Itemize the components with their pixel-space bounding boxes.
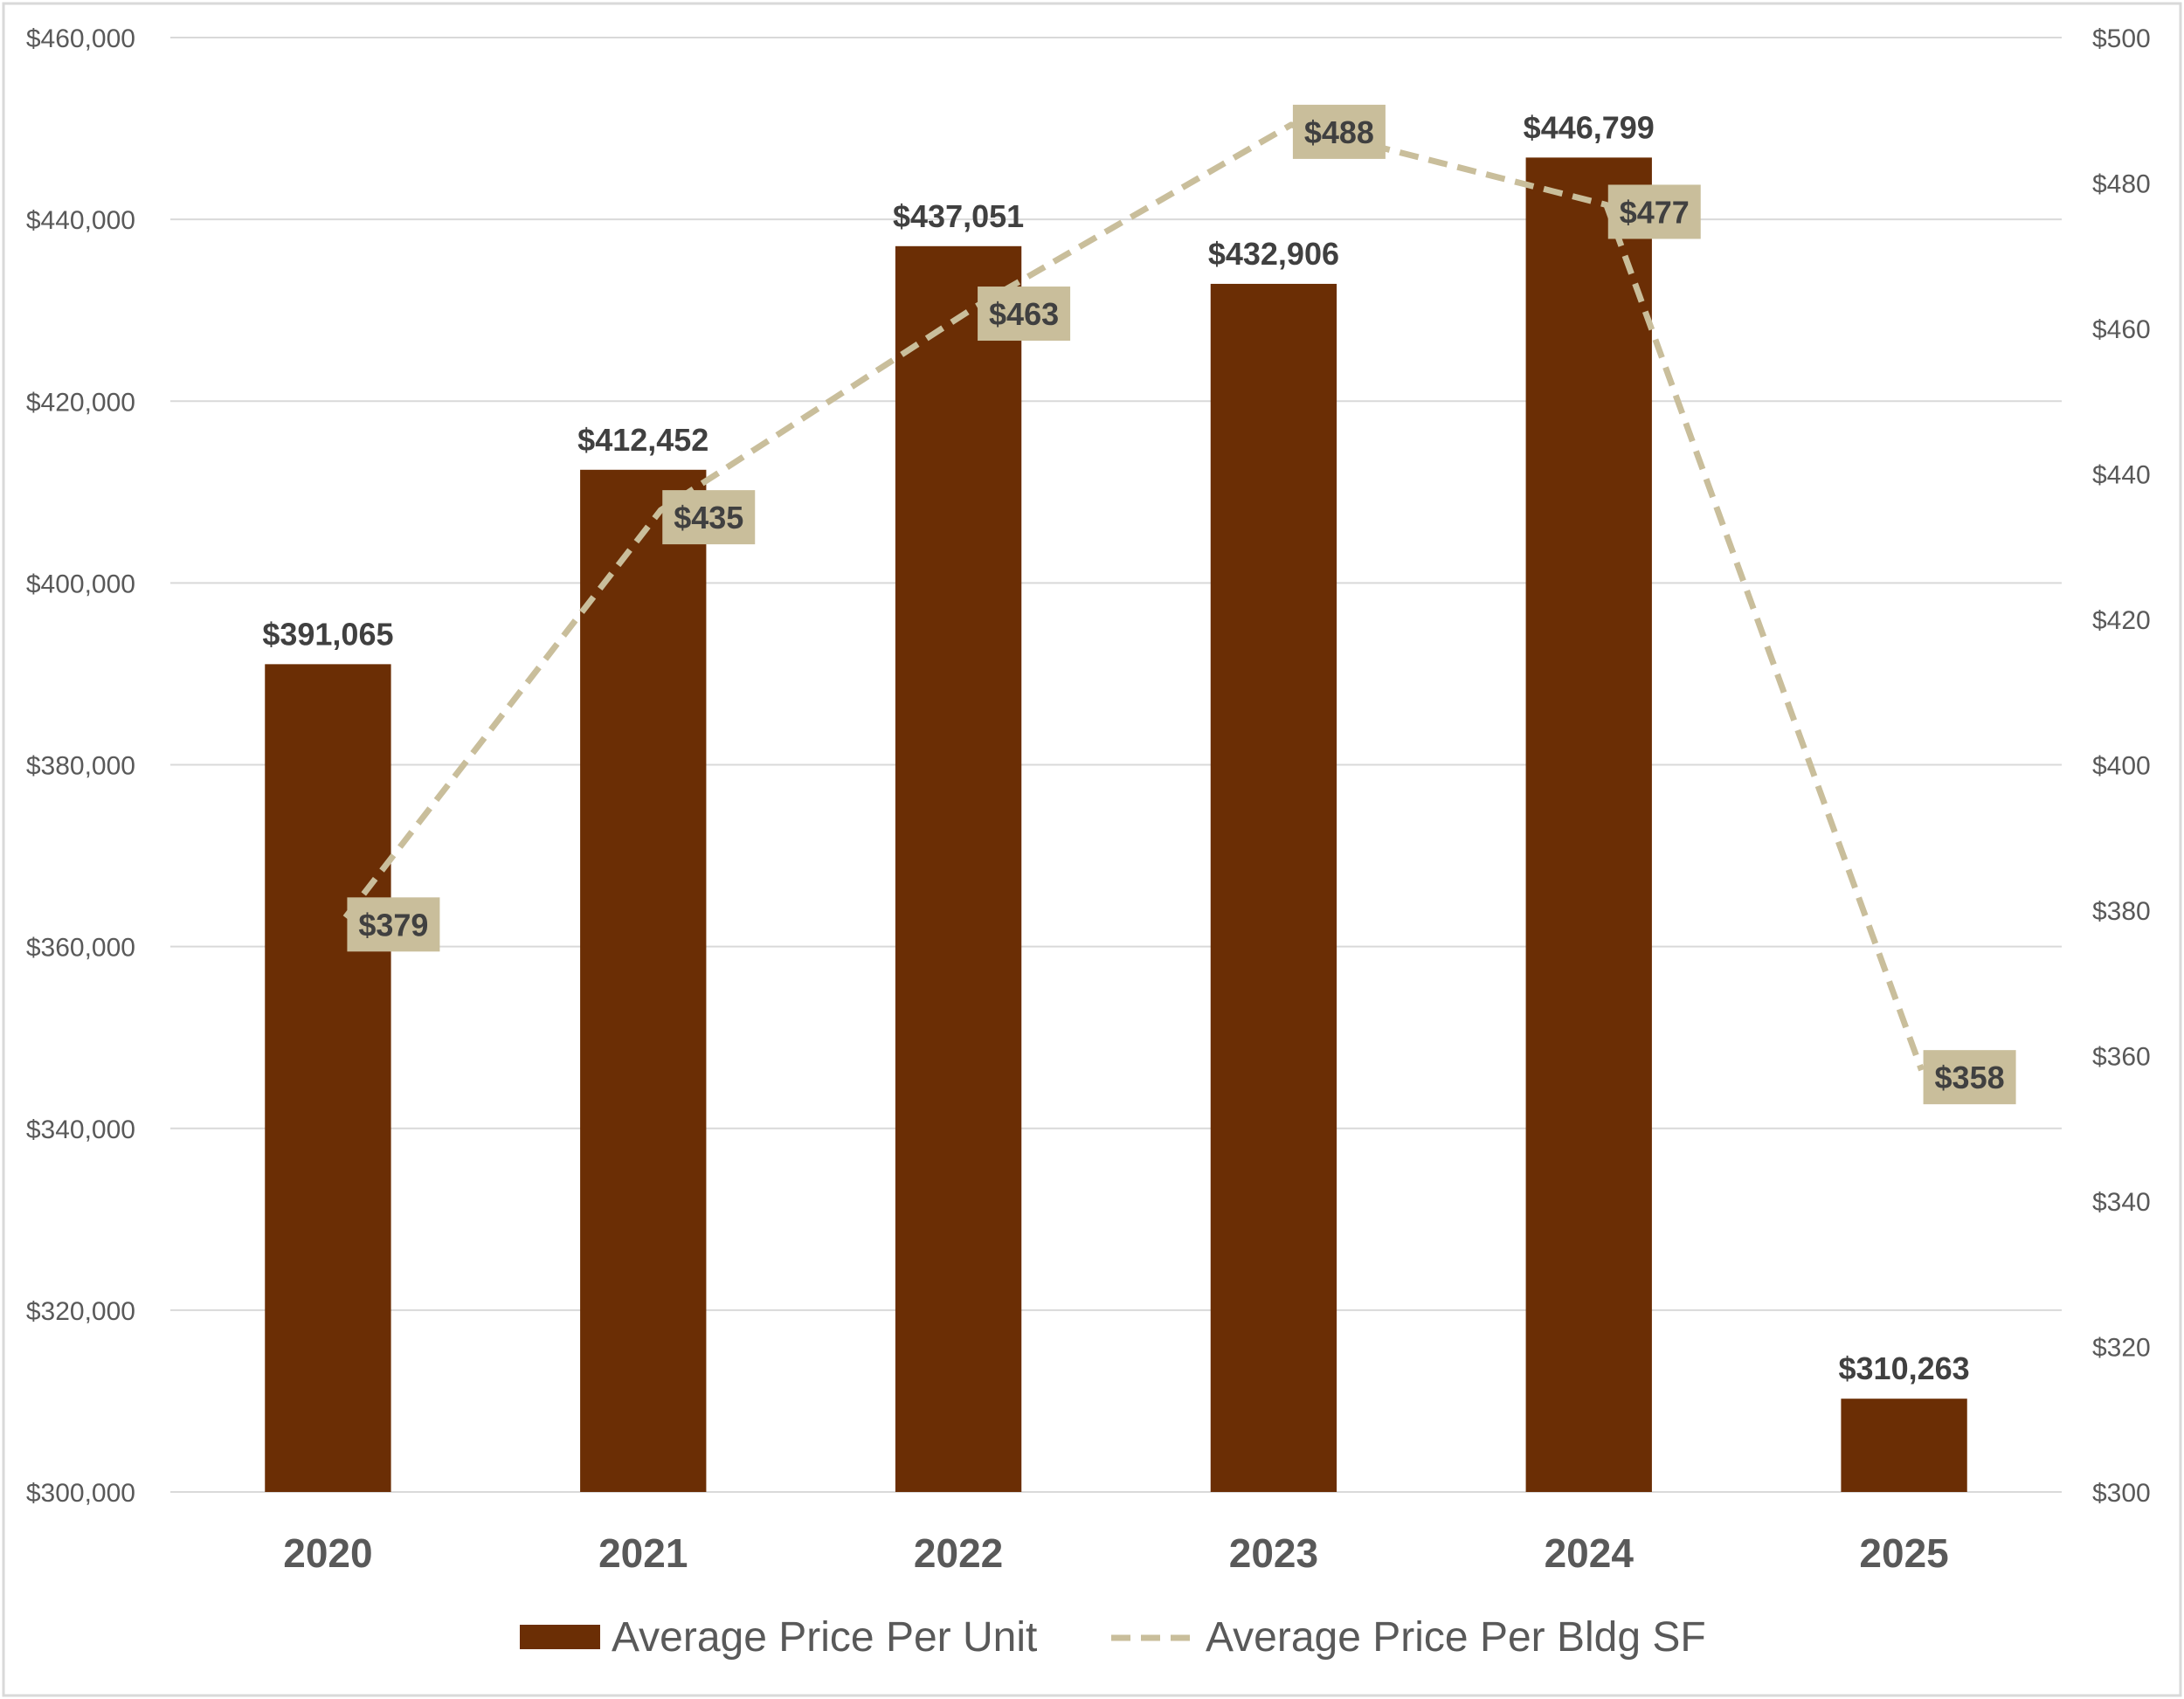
right-tick-label: $380 [2092, 897, 2151, 926]
bar-data-labels: $391,065 $412,452 $437,051 $432,906 $446,799… [262, 109, 1969, 1386]
left-tick-label: $380,000 [26, 752, 135, 781]
line-label-text: $463 [989, 296, 1059, 332]
category-label: 2022 [914, 1530, 1003, 1576]
bar [1841, 1399, 1967, 1492]
right-tick-label: $340 [2092, 1188, 2151, 1217]
left-tick-label: $400,000 [26, 570, 135, 598]
line-data-labels: $379 $435 $463 $488 $477 $358 [347, 104, 2016, 1105]
bar [265, 664, 391, 1492]
line-label-box [1292, 104, 1386, 159]
line-data-label: $463 [978, 287, 1071, 342]
line-label-box [1607, 184, 1701, 239]
line-label-box [978, 287, 1071, 342]
legend-item-bar: Average Price Per Unit [520, 1614, 1037, 1661]
legend: Average Price Per Unit Average Price Per … [520, 1614, 1706, 1661]
right-tick-label: $400 [2092, 752, 2151, 781]
bar-data-label: $446,799 [1524, 109, 1655, 145]
right-axis: $300 $320 $340 $360 $380 $400 $420 $440 $460 $480… [2092, 24, 2151, 1508]
right-tick-label: $480 [2092, 170, 2151, 199]
bar [1525, 157, 1652, 1492]
bar-series [265, 157, 1967, 1493]
line-path [342, 121, 1925, 1072]
line-label-text: $477 [1620, 194, 1690, 230]
category-label: 2025 [1859, 1530, 1948, 1576]
right-tick-label: $360 [2092, 1043, 2151, 1072]
line-label-box [662, 490, 756, 545]
left-tick-label: $460,000 [26, 24, 135, 53]
left-tick-label: $360,000 [26, 934, 135, 963]
line-data-label: $358 [1923, 1050, 2016, 1105]
line-label-text: $435 [674, 500, 743, 535]
legend-item-line: Average Price Per Bldg SF [1111, 1614, 1706, 1661]
left-tick-label: $440,000 [26, 206, 135, 235]
bar [895, 245, 1022, 1493]
right-tick-label: $440 [2092, 461, 2151, 490]
category-axis: 2020 2021 2022 2023 2024 2025 [283, 1530, 1949, 1576]
bar [1210, 283, 1337, 1493]
line-data-label: $477 [1607, 184, 1701, 239]
line-data-label: $488 [1292, 104, 1386, 159]
line-data-label: $379 [347, 897, 440, 952]
gridlines [170, 37, 2062, 1493]
line-series [342, 121, 1925, 1072]
legend-label: Average Price Per Unit [612, 1614, 1037, 1661]
right-tick-label: $420 [2092, 606, 2151, 635]
left-axis: $300,000 $320,000 $340,000 $360,000 $380,000… [26, 24, 135, 1508]
category-label: 2023 [1229, 1530, 1318, 1576]
left-tick-label: $320,000 [26, 1297, 135, 1326]
bar [580, 469, 707, 1492]
line-label-box [1923, 1050, 2016, 1105]
left-tick-label: $420,000 [26, 388, 135, 417]
category-label: 2020 [283, 1530, 372, 1576]
legend-label: Average Price Per Bldg SF [1206, 1614, 1706, 1661]
line-label-text: $379 [358, 907, 428, 943]
category-label: 2021 [598, 1530, 688, 1576]
right-tick-label: $460 [2092, 315, 2151, 344]
bar-data-label: $391,065 [262, 616, 393, 652]
line-label-box [347, 897, 440, 952]
right-tick-label: $320 [2092, 1334, 2151, 1363]
bar-data-label: $437,051 [893, 198, 1024, 234]
right-tick-label: $500 [2092, 24, 2151, 53]
left-tick-label: $300,000 [26, 1479, 135, 1508]
line-label-text: $488 [1304, 114, 1374, 150]
left-tick-label: $340,000 [26, 1115, 135, 1144]
bar-data-label: $432,906 [1208, 236, 1339, 272]
line-label-text: $358 [1935, 1060, 2005, 1095]
bar-data-label: $412,452 [577, 422, 708, 458]
right-tick-label: $300 [2092, 1479, 2151, 1508]
line-data-label: $435 [662, 490, 756, 545]
legend-swatch-bar [520, 1625, 600, 1649]
category-label: 2024 [1545, 1530, 1635, 1576]
bar-data-label: $310,263 [1839, 1350, 1970, 1386]
